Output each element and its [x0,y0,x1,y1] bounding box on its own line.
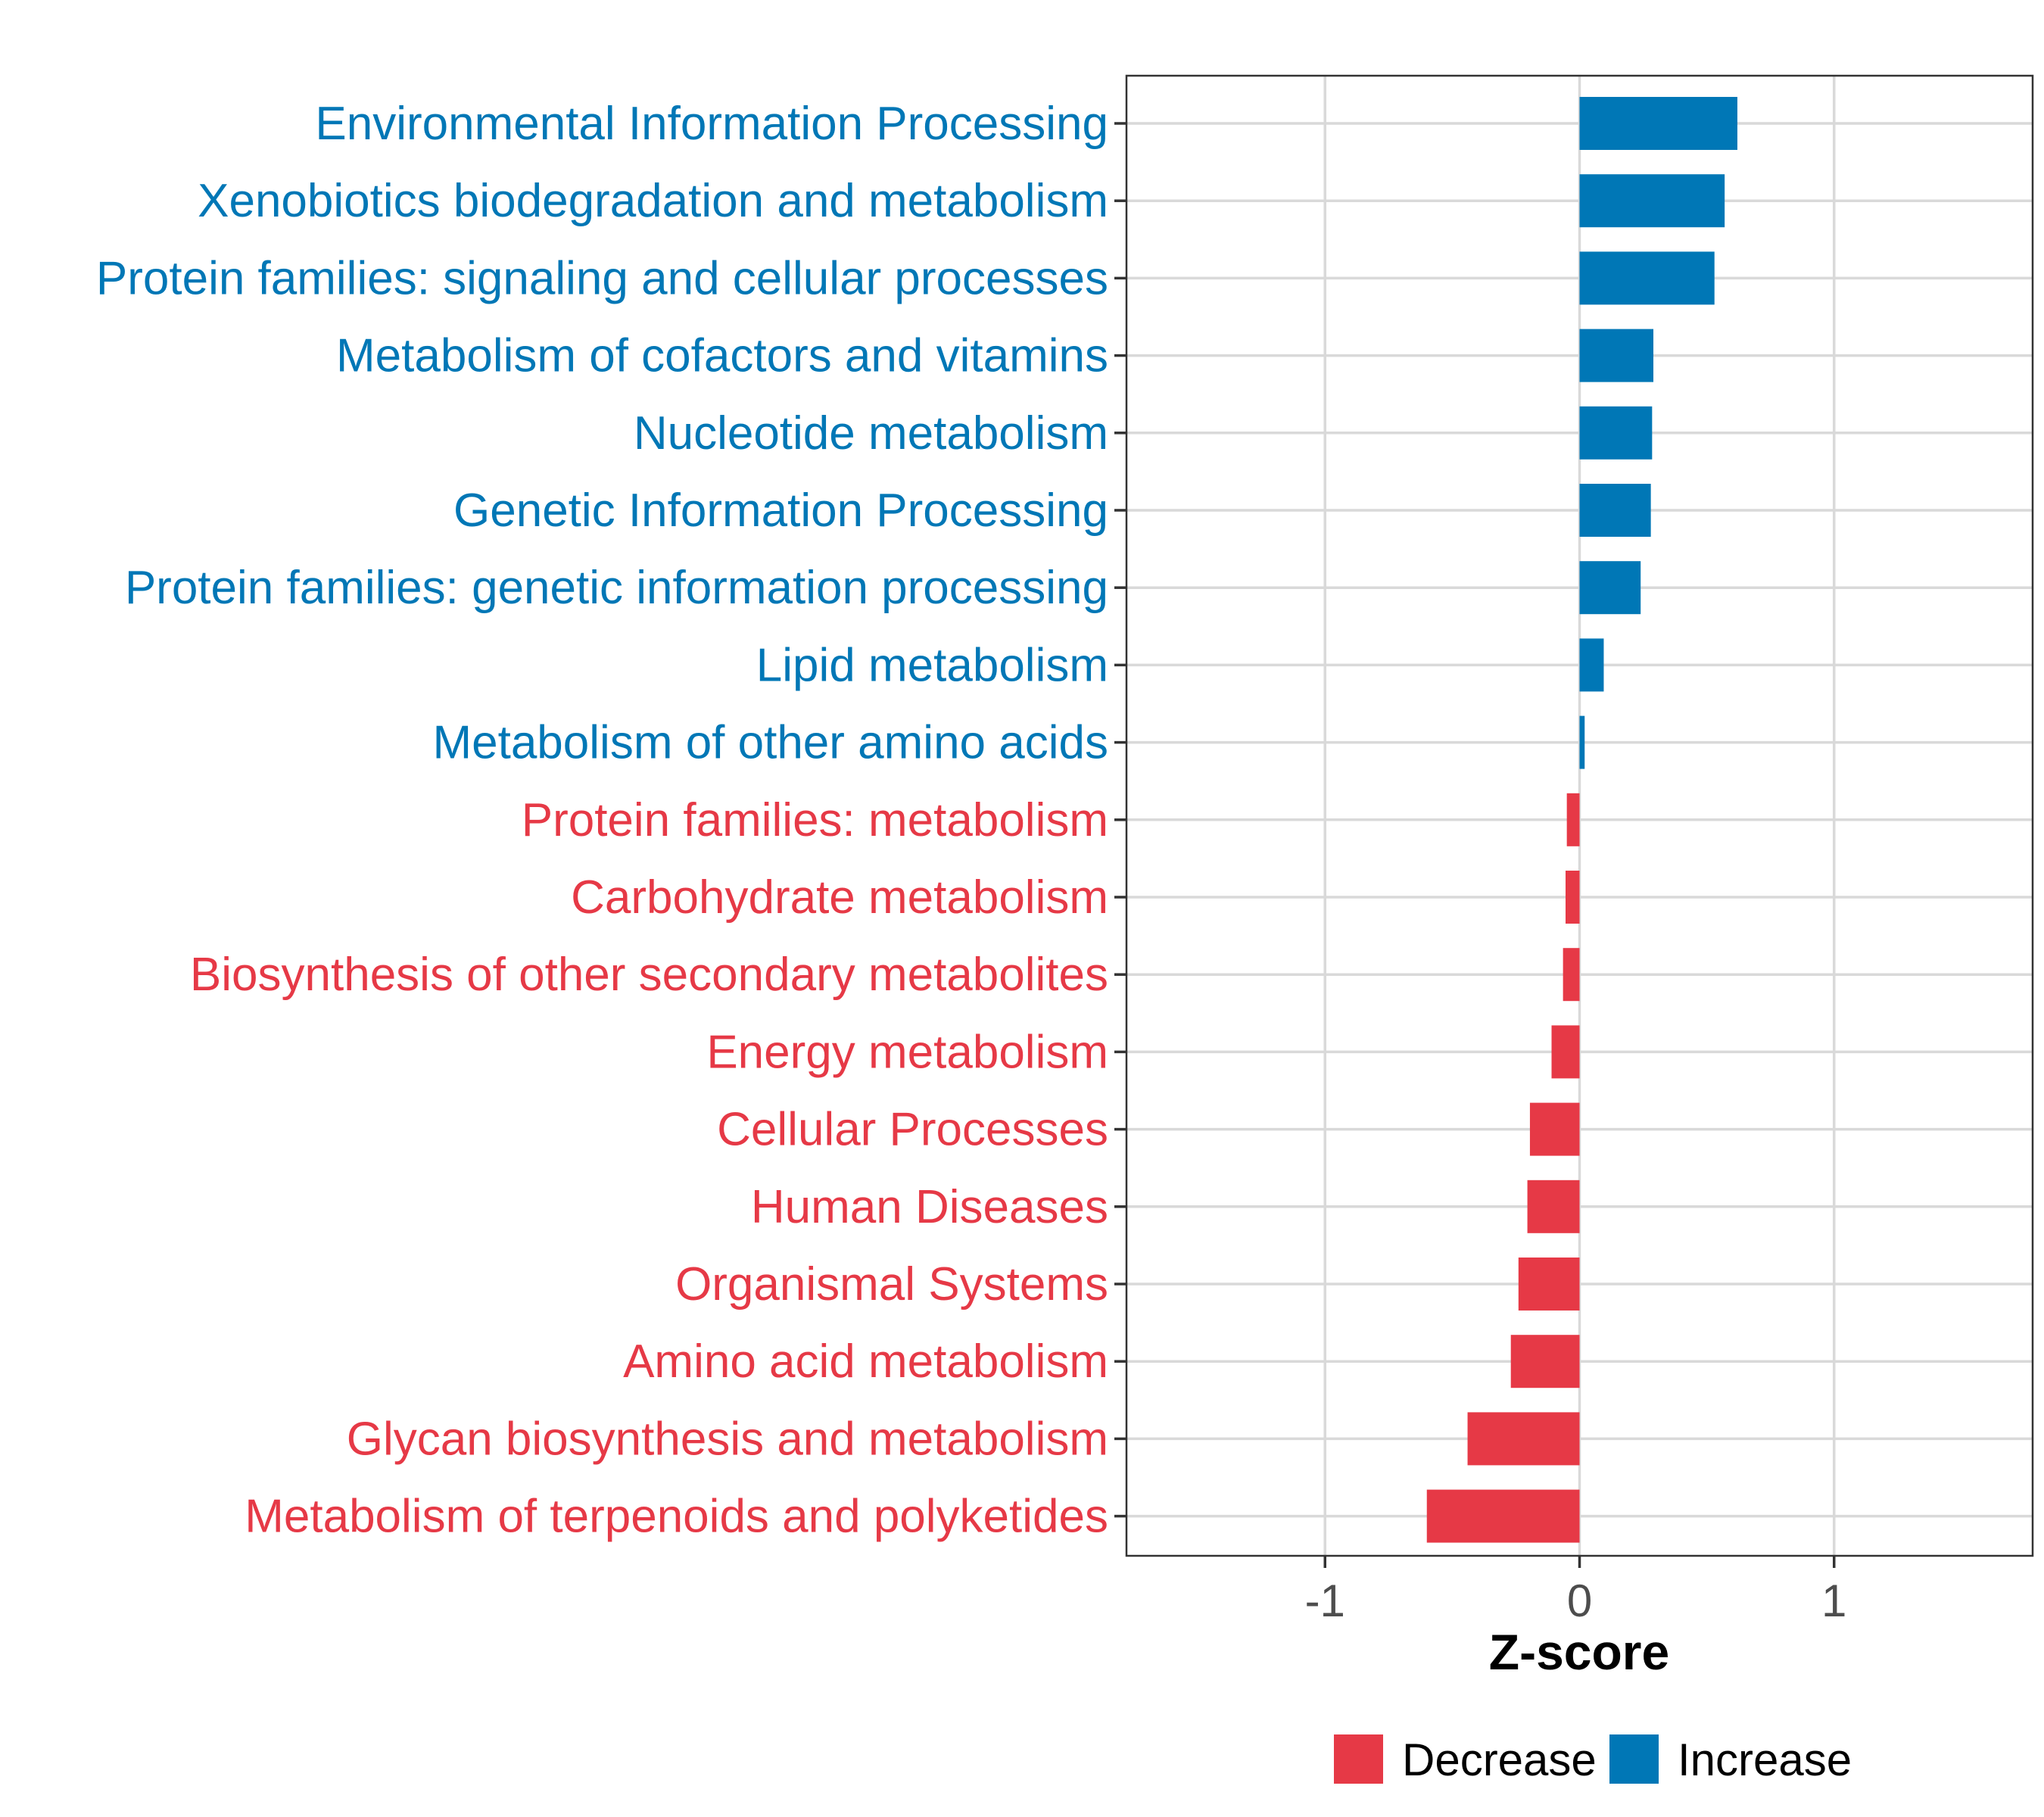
bar-increase [1579,638,1604,692]
x-axis-ticks: -1 0 1 [1305,1556,1846,1626]
bar-decrease [1426,1489,1580,1543]
category-label: Protein families: genetic information pr… [125,562,1108,614]
bar-increase [1579,484,1651,537]
bar-decrease [1510,1335,1580,1388]
x-tick-label: 1 [1821,1575,1846,1626]
legend-swatch-increase [1609,1734,1659,1784]
bar-increase [1579,251,1715,305]
bar-increase [1579,329,1654,382]
category-label: Metabolism of cofactors and vitamins [336,330,1108,382]
bar-decrease [1566,793,1580,846]
category-label: Organismal Systems [675,1258,1108,1311]
bar-increase [1579,174,1725,228]
category-label: Metabolism of other amino acids [432,717,1108,769]
bar-decrease [1518,1258,1580,1311]
category-label: Human Diseases [751,1181,1108,1233]
category-label: Cellular Processes [717,1104,1108,1156]
legend-label-increase: Increase [1678,1734,1852,1785]
y-axis-labels: Environmental Information Processing Xeno… [96,98,1108,1543]
bar-decrease [1563,948,1580,1002]
category-label: Nucleotide metabolism [634,407,1108,460]
category-label: Lipid metabolism [756,639,1108,691]
category-label: Glycan biosynthesis and metabolism [347,1413,1108,1465]
legend-swatch-decrease [1334,1734,1383,1784]
category-label: Amino acid metabolism [623,1335,1108,1388]
bar-increase [1579,715,1585,769]
category-label: Protein families: metabolism [522,794,1108,846]
bar-decrease [1551,1025,1580,1079]
category-label: Metabolism of terpenoids and polyketides [245,1491,1108,1543]
category-label: Environmental Information Processing [315,98,1108,150]
bar-decrease [1467,1412,1580,1466]
bar-increase [1579,406,1653,460]
bar-layer [1426,97,1737,1543]
bar-increase [1579,97,1737,150]
category-label: Genetic Information Processing [453,485,1108,537]
y-axis-ticks [1114,122,1126,1518]
x-axis-title: Z-score [1489,1624,1669,1680]
bar-decrease [1527,1180,1580,1233]
bar-decrease [1566,871,1580,924]
bar-decrease [1529,1102,1580,1156]
category-label: Protein families: signaling and cellular… [96,252,1108,304]
category-label: Energy metabolism [706,1026,1108,1078]
category-label: Xenobiotics biodegradation and metabolis… [198,175,1108,227]
category-label: Carbohydrate metabolism [571,871,1108,924]
legend: Decrease Increase [1334,1734,1852,1785]
category-label: Biosynthesis of other secondary metaboli… [190,949,1108,1001]
x-tick-label: 0 [1567,1575,1592,1626]
legend-label-decrease: Decrease [1402,1734,1597,1785]
bar-increase [1579,561,1641,615]
x-tick-label: -1 [1305,1575,1345,1626]
